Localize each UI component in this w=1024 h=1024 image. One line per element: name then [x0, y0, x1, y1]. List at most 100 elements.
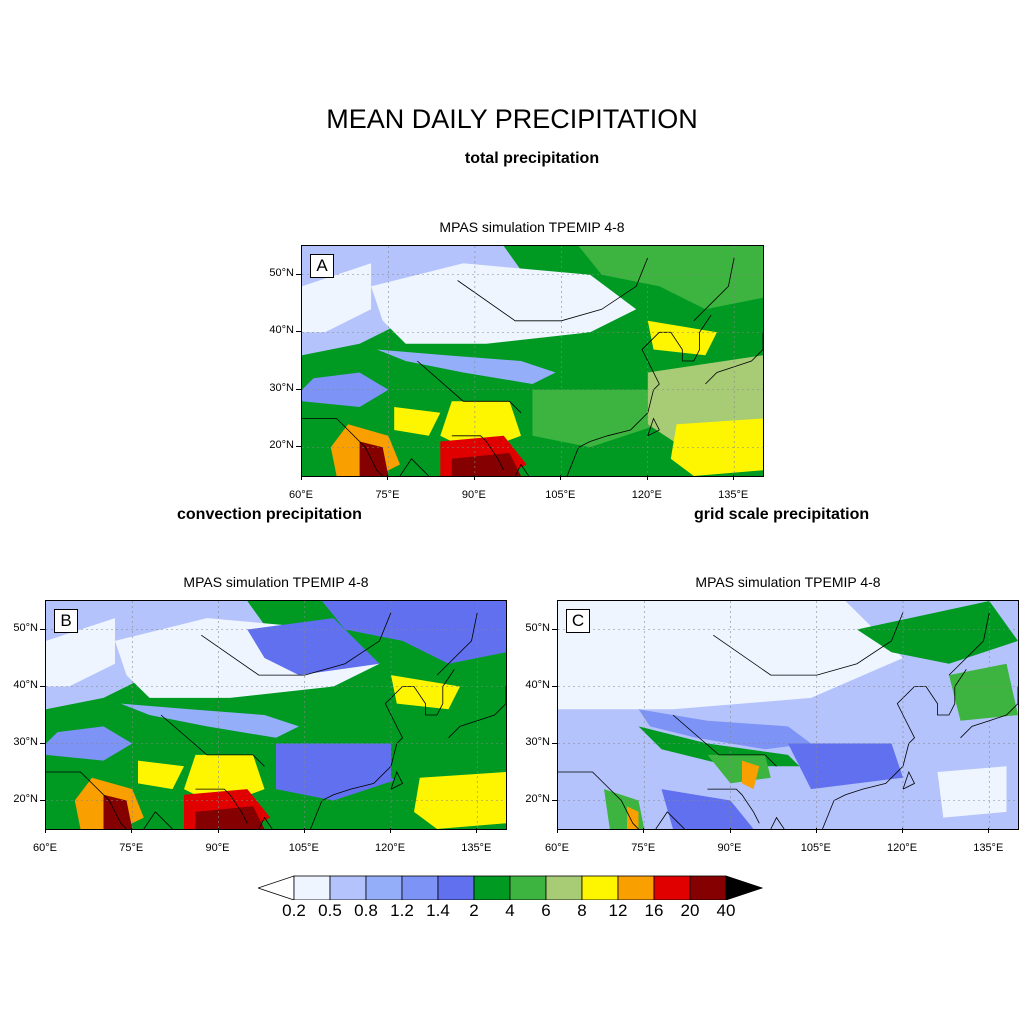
panel-c-lon-label: 105°E — [800, 842, 831, 854]
panel-b-title: MPAS simulation TPEMIP 4-8 — [183, 574, 369, 590]
lon-tick — [387, 475, 389, 480]
panel-c-map: C — [557, 600, 1019, 830]
colorbar-swatches — [256, 875, 764, 901]
precip-region — [120, 703, 299, 738]
panel-c-lon-label: 120°E — [886, 842, 918, 854]
lon-tick — [729, 828, 731, 833]
panel-b-lat-label: 30°N — [13, 735, 38, 748]
coastline — [514, 463, 530, 476]
colorbar-min-triangle — [256, 875, 295, 901]
panel-a-lat-label: 30°N — [269, 381, 294, 394]
coastline — [302, 418, 383, 476]
coastline — [201, 612, 392, 676]
panel-b-lon-label: 75°E — [119, 842, 144, 854]
coastline — [451, 435, 505, 471]
colorbar-swatch — [401, 875, 439, 901]
precip-region — [937, 766, 1007, 818]
lat-tick — [296, 446, 301, 448]
coastline — [770, 816, 785, 829]
colorbar-swatch — [581, 875, 619, 901]
lon-tick — [303, 828, 305, 833]
precip-region — [670, 418, 763, 476]
coastline — [258, 816, 273, 829]
coastline — [902, 770, 916, 790]
grid-scale-section-label: grid scale precipitation — [694, 506, 870, 523]
precip-region — [46, 726, 133, 761]
lat-tick — [40, 799, 45, 801]
panel-c-lon-label: 75°E — [631, 842, 656, 854]
precip-region — [394, 407, 441, 436]
panel-b-letter: B — [54, 609, 78, 633]
colorbar-label: 2 — [469, 901, 479, 920]
colorbar-label: 6 — [541, 901, 551, 920]
lon-tick — [45, 828, 46, 833]
lat-tick — [40, 742, 45, 744]
precip-region — [138, 760, 184, 790]
precipitation-field — [46, 601, 506, 829]
colorbar-label: 20 — [680, 901, 700, 920]
colorbar-swatch — [545, 875, 583, 901]
coastline — [960, 686, 1018, 739]
lon-tick — [988, 828, 990, 833]
panel-c-lon-label: 60°E — [545, 842, 569, 854]
lon-tick — [902, 828, 903, 833]
lat-tick — [40, 685, 45, 687]
panel-c-lon-label: 135°E — [973, 842, 1004, 854]
colorbar-swatch — [653, 875, 691, 901]
coastline — [457, 257, 649, 322]
precipitation-field — [558, 601, 1018, 829]
coastline — [46, 771, 127, 829]
panel-a-lat-label: 20°N — [269, 439, 294, 452]
coastline — [693, 257, 735, 322]
lon-tick — [733, 475, 735, 480]
main-title: MEAN DAILY PRECIPITATION — [326, 104, 698, 134]
colorbar — [256, 874, 766, 905]
lon-tick — [815, 828, 817, 833]
panel-b-lat-label: 50°N — [13, 621, 38, 634]
precip-region — [532, 389, 660, 448]
panel-a-lat-label: 50°N — [269, 266, 294, 279]
precip-region — [578, 246, 763, 310]
precip-region — [661, 789, 754, 829]
colorbar-label: 1.2 — [390, 901, 414, 920]
precip-region — [276, 743, 403, 801]
colorbar-swatch — [329, 875, 367, 901]
colorbar-label: 0.2 — [282, 901, 306, 920]
lon-tick — [646, 475, 648, 480]
colorbar-label: 12 — [608, 901, 628, 920]
lat-tick — [552, 742, 557, 744]
precip-region — [376, 349, 556, 384]
panel-a-lon-label: 60°E — [289, 489, 313, 501]
lon-tick — [473, 475, 475, 480]
lon-tick — [301, 475, 302, 480]
lon-tick — [476, 828, 478, 833]
panel-a-title: MPAS simulation TPEMIP 4-8 — [439, 219, 625, 235]
panel-b-lon-label: 105°E — [288, 842, 319, 854]
precip-region — [638, 709, 811, 750]
panel-c-letter: C — [566, 609, 590, 633]
precip-region — [949, 663, 1018, 721]
coastline — [713, 612, 904, 676]
lat-tick — [552, 628, 557, 630]
lon-tick — [557, 828, 558, 833]
coastline — [655, 811, 685, 829]
convection-section-label: convection precipitation — [177, 506, 362, 523]
panel-b-lon-label: 90°E — [205, 842, 230, 854]
panel-c-title: MPAS simulation TPEMIP 4-8 — [695, 574, 881, 590]
coastline — [417, 360, 522, 414]
lon-tick — [131, 828, 133, 833]
panel-b-lat-label: 20°N — [13, 792, 38, 805]
lat-tick — [552, 799, 557, 801]
colorbar-swatch — [437, 875, 475, 901]
colorbar-swatch — [689, 875, 727, 901]
colorbar-label: 40 — [716, 901, 736, 920]
panel-a-letter: A — [310, 254, 334, 278]
coastline — [195, 788, 248, 824]
coastline — [672, 714, 777, 767]
precip-region — [322, 601, 506, 664]
colorbar-label: 1.4 — [426, 901, 450, 920]
colorbar-label: 0.8 — [354, 901, 378, 920]
panel-c-lat-label: 30°N — [525, 735, 550, 748]
colorbar-swatch — [617, 875, 655, 901]
lon-tick — [560, 475, 562, 480]
